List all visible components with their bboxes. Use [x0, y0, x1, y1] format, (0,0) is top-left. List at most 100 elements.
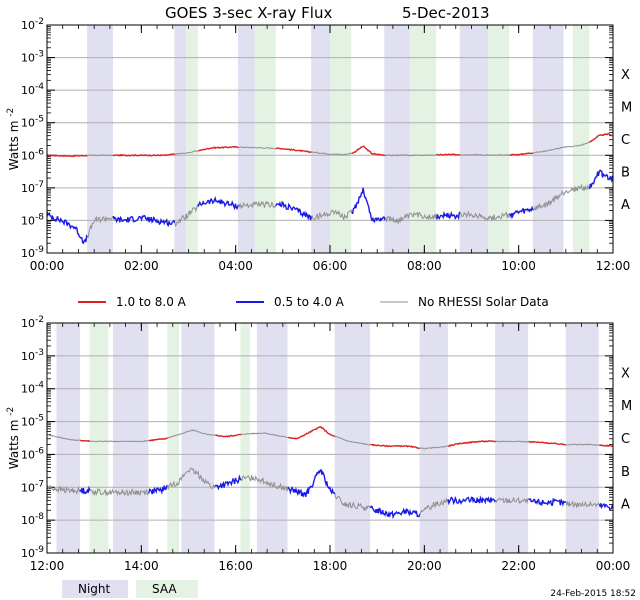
short-channel-series-line — [46, 211, 88, 245]
flare-class-label: C — [621, 432, 630, 447]
no-rhessi-series-line — [174, 150, 199, 156]
flare-class-label: A — [621, 498, 630, 513]
long-channel-series-line — [528, 440, 567, 446]
no-rhessi-series-line — [334, 493, 371, 512]
y-tick-label: 10-7 — [21, 180, 44, 195]
no-rhessi-series-line — [238, 146, 276, 150]
saa-band — [240, 323, 250, 553]
short-channel-series-line — [509, 205, 534, 220]
x-tick-label: 02:00 — [124, 259, 159, 273]
band-legend: Night SAA — [62, 580, 198, 598]
long-channel-series-line — [448, 440, 497, 447]
long-channel-series-line — [287, 425, 335, 440]
no-rhessi-series-line — [419, 497, 449, 515]
no-rhessi-series-line — [311, 209, 353, 221]
saa-band — [89, 323, 109, 553]
x-tick-label: 06:00 — [313, 259, 348, 273]
long-channel-series-line — [351, 145, 386, 157]
no-rhessi-series-line — [459, 210, 510, 222]
x-tick-label: 14:00 — [124, 559, 159, 573]
y-axis-label: Watts m -2 — [6, 108, 21, 170]
no-rhessi-series-line — [460, 153, 510, 157]
short-channel-series-line — [214, 474, 242, 491]
no-rhessi-series-line — [495, 440, 530, 443]
x-tick-label: 16:00 — [218, 559, 253, 573]
short-channel-series-line — [197, 196, 240, 211]
x-tick-label: 00:00 — [30, 259, 65, 273]
long-channel-series-line — [79, 439, 91, 443]
x-tick-label: 12:00 — [30, 559, 65, 573]
long-channel-series-line — [370, 443, 420, 449]
x-tick-label: 00:00 — [596, 559, 631, 573]
night-band — [113, 323, 149, 553]
long-channel-series-line — [275, 147, 312, 154]
no-rhessi-series-line — [167, 428, 216, 439]
no-rhessi-series-line — [174, 203, 199, 227]
short-channel-series-line — [528, 497, 567, 507]
short-channel-series-line — [112, 214, 176, 227]
long-channel-series-line — [509, 152, 534, 156]
saa-band — [167, 323, 180, 553]
no-rhessi-series-line — [89, 487, 150, 497]
flare-class-label: M — [621, 100, 632, 115]
flare-class-label: M — [621, 399, 632, 414]
no-rhessi-series-line — [384, 154, 437, 157]
saa-band — [410, 25, 437, 253]
short-channel-series-line — [79, 485, 91, 495]
saa-band — [330, 25, 352, 253]
no-rhessi-series-line — [565, 500, 600, 509]
plot-frame — [46, 322, 614, 554]
series-legend: 1.0 to 8.0 A 0.5 to 4.0 A No RHESSI Sola… — [78, 295, 549, 309]
no-rhessi-series-line — [419, 445, 449, 450]
short-channel-series-line — [148, 484, 169, 495]
long-channel-series-line — [148, 437, 168, 442]
night-band — [565, 323, 599, 553]
y-tick-label: 10-6 — [21, 147, 44, 162]
no-rhessi-series-line — [384, 211, 438, 225]
no-rhessi-series-line — [334, 435, 371, 446]
x-tick-label: 22:00 — [501, 559, 536, 573]
long-channel-series-line — [215, 433, 242, 438]
y-tick-label: 10-3 — [21, 348, 44, 363]
y-tick-label: 10-6 — [21, 446, 44, 461]
short-channel-series-line — [275, 200, 313, 221]
long-channel-series-line — [589, 132, 614, 143]
x-tick-label: 18:00 — [313, 559, 348, 573]
chart-date: 5-Dec-2013 — [402, 4, 490, 22]
y-tick-label: 10-9 — [21, 545, 44, 560]
short-channel-series-line — [588, 169, 614, 190]
no-rhessi-series-line — [87, 215, 114, 238]
x-tick-label: 04:00 — [218, 259, 253, 273]
y-tick-label: 10-2 — [21, 17, 44, 32]
night-band — [459, 25, 489, 253]
no-rhessi-series-line — [532, 141, 590, 154]
no-rhessi-series-line — [240, 474, 289, 492]
flare-class-label: X — [621, 366, 630, 381]
no-rhessi-series-line — [89, 439, 150, 443]
y-tick-label: 10-8 — [21, 512, 44, 527]
x-tick-label: 08:00 — [407, 259, 442, 273]
saa-band — [488, 25, 510, 253]
no-rhessi-series-line — [87, 154, 114, 157]
saa-band — [186, 25, 198, 253]
x-tick-label: 12:00 — [596, 259, 631, 273]
plot-frame — [46, 24, 614, 254]
no-rhessi-series-line — [311, 151, 353, 156]
legend-label-norhessi: No RHESSI Solar Data — [418, 295, 549, 309]
x-tick-label: 10:00 — [501, 259, 536, 273]
bottom-panel: 10-9 10-8 10-7 10-6 10-5 10-4 10-3 10-2 A B C M X 12:… — [6, 315, 632, 573]
night-band — [87, 25, 114, 253]
y-tick-label: 10-5 — [21, 414, 44, 429]
flare-class-label: B — [621, 465, 630, 480]
timestamp: 24-Feb-2015 18:52 — [550, 589, 636, 599]
no-rhessi-series-line — [241, 432, 288, 438]
night-band — [311, 25, 330, 253]
saa-band — [254, 25, 276, 253]
night-band — [181, 323, 215, 553]
y-tick-label: 10-8 — [21, 212, 44, 227]
legend-label-short: 0.5 to 4.0 A — [274, 295, 345, 309]
night-band — [256, 323, 288, 553]
flare-class-label: C — [621, 133, 630, 148]
night-label: Night — [78, 582, 111, 596]
y-tick-label: 10-9 — [21, 245, 44, 260]
